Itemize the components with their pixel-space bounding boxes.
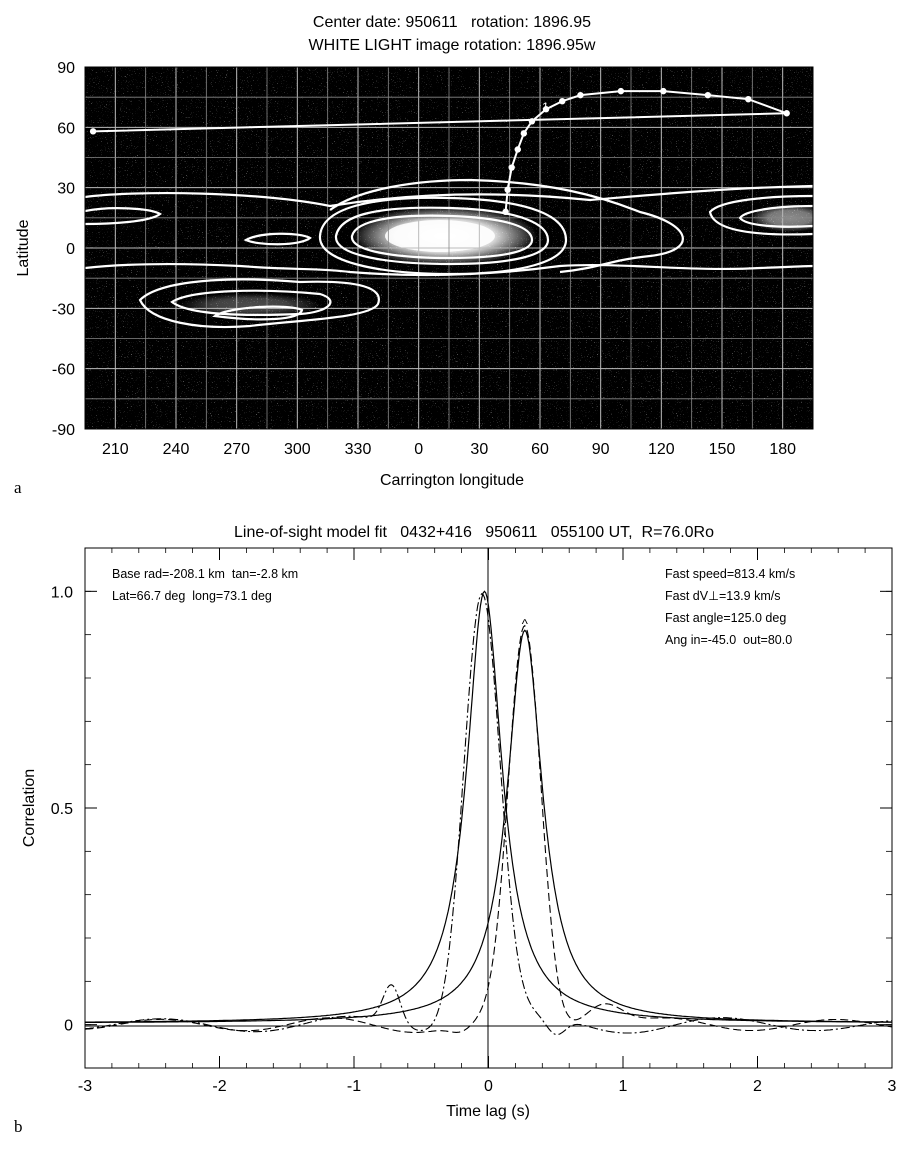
annotation-fast-dv: Fast dV⊥=13.9 km/s bbox=[665, 589, 780, 603]
track-point bbox=[502, 208, 509, 215]
contour-core-2 bbox=[334, 206, 550, 266]
x-tick-label: -3 bbox=[78, 1078, 92, 1095]
left-glow bbox=[180, 293, 320, 317]
x-tick-label: 3 bbox=[888, 1078, 897, 1095]
x-tick-label: 150 bbox=[709, 441, 736, 458]
x-tick-label: -2 bbox=[212, 1078, 226, 1095]
y-tick-label: 0.5 bbox=[51, 801, 73, 818]
x-tick-label: 0 bbox=[484, 1078, 493, 1095]
y-tick-label: 30 bbox=[57, 181, 75, 198]
x-tick-label: 90 bbox=[592, 441, 610, 458]
panel-b-title: Line-of-sight model fit 0432+416 950611 … bbox=[234, 524, 714, 541]
x-tick-label: 60 bbox=[531, 441, 549, 458]
x-tick-label: 210 bbox=[102, 441, 129, 458]
heatmap-axes: 210 240 270 300 330 0 30 60 90 120 150 1809060300-3… bbox=[52, 60, 796, 458]
x-tick-label: 30 bbox=[470, 441, 488, 458]
x-tick-label: 240 bbox=[163, 441, 190, 458]
track-point bbox=[704, 91, 712, 99]
contour-core-1 bbox=[318, 196, 568, 276]
panel-a-ylabel: Latitude bbox=[15, 219, 32, 276]
track-point bbox=[745, 95, 752, 103]
track-marker-label: 1 bbox=[542, 100, 549, 114]
contour-left-small bbox=[243, 232, 312, 246]
y-tick-label: 90 bbox=[57, 60, 75, 77]
y-tick-label: 0 bbox=[64, 1018, 73, 1035]
track-point bbox=[528, 118, 536, 125]
heatmap-plot-area: 1 bbox=[84, 66, 814, 430]
y-tick-label: 1.0 bbox=[51, 584, 73, 601]
heatmap-grid bbox=[85, 67, 813, 429]
line-plot-axes: -3 -2 -1 0 1 2 3 0 0.5 1.0 bbox=[51, 547, 897, 1095]
panel-a-label: a bbox=[14, 478, 22, 497]
contour-outer-band bbox=[85, 184, 813, 277]
x-tick-label: -1 bbox=[347, 1078, 361, 1095]
annotation-lat-long: Lat=66.7 deg long=73.1 deg bbox=[112, 589, 272, 603]
track-point bbox=[577, 91, 584, 99]
series-solid-left bbox=[85, 590, 892, 1023]
x-tick-label: 180 bbox=[769, 441, 796, 458]
x-tick-label: 330 bbox=[345, 441, 372, 458]
x-tick-label: 120 bbox=[648, 441, 675, 458]
series-dashed bbox=[85, 624, 892, 1033]
series-solid-right bbox=[85, 629, 892, 1023]
track-point bbox=[559, 97, 566, 105]
track-point bbox=[514, 146, 521, 153]
y-tick-label: -30 bbox=[52, 301, 75, 318]
bright-core-inner bbox=[385, 220, 495, 252]
track-point bbox=[783, 110, 790, 117]
panel-a-xlabel: Carrington longitude bbox=[380, 472, 524, 489]
contour-lobe-left-core bbox=[211, 305, 304, 321]
panel-b-label: b bbox=[14, 1117, 23, 1136]
x-tick-label: 270 bbox=[223, 441, 250, 458]
annotation-fast-speed: Fast speed=813.4 km/s bbox=[665, 567, 795, 581]
track-point bbox=[660, 87, 667, 95]
series-dash-dot bbox=[85, 592, 892, 1036]
x-tick-label: 2 bbox=[753, 1078, 762, 1095]
track-point bbox=[617, 87, 625, 95]
panel-b-xlabel: Time lag (s) bbox=[446, 1103, 530, 1120]
track-point bbox=[542, 106, 550, 113]
panel-b-ylabel: Correlation bbox=[21, 769, 38, 847]
contour-left-tongue bbox=[85, 207, 162, 226]
contour-right-lobe bbox=[708, 194, 813, 236]
x-tick-label: 0 bbox=[414, 441, 423, 458]
track-point bbox=[504, 186, 511, 193]
contour-right-inner bbox=[738, 204, 813, 228]
contour-lobe-left bbox=[138, 278, 380, 329]
annotation-angles: Ang in=-45.0 out=80.0 bbox=[665, 633, 792, 647]
contour-mid-band bbox=[329, 178, 684, 274]
y-tick-label: -60 bbox=[52, 362, 75, 379]
line-plot-area: ^ bbox=[84, 547, 893, 1069]
track-point bbox=[89, 128, 97, 135]
heatmap-frame bbox=[84, 66, 814, 430]
heatmap-contours bbox=[85, 178, 813, 329]
panel-a-title: Center date: 950611 rotation: 1896.95 bbox=[313, 14, 591, 31]
track-point bbox=[520, 130, 528, 137]
y-tick-label: 60 bbox=[57, 120, 75, 137]
annotation-fast-angle: Fast angle=125.0 deg bbox=[665, 611, 786, 625]
track-points bbox=[89, 87, 790, 215]
x-tick-label: 300 bbox=[284, 441, 311, 458]
fit-parameters-left: Base rad=-208.1 km tan=-2.8 km Lat=66.7 … bbox=[112, 567, 298, 603]
annotation-base-radius: Base rad=-208.1 km tan=-2.8 km bbox=[112, 567, 298, 581]
y-tick-label: 0 bbox=[66, 241, 75, 258]
contour-core-3 bbox=[350, 214, 534, 260]
fit-parameters-right: Fast speed=813.4 km/s Fast dV⊥=13.9 km/s… bbox=[665, 567, 795, 647]
x-tick-label: 1 bbox=[619, 1078, 628, 1095]
y-tick-label: -90 bbox=[52, 422, 75, 439]
panel-a-subtitle: WHITE LIGHT image rotation: 1896.95w bbox=[309, 37, 596, 54]
track-point bbox=[508, 164, 515, 171]
peak-marker: ^ bbox=[522, 616, 529, 631]
